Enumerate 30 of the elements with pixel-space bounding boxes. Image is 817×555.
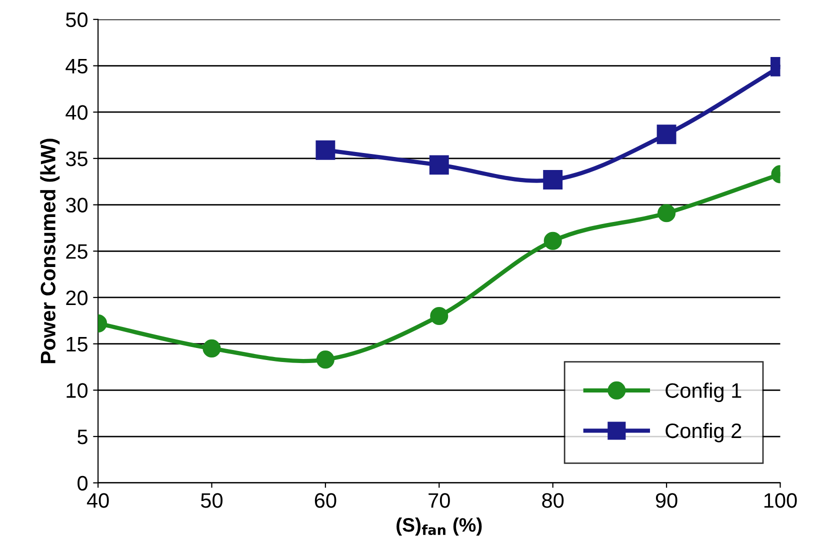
point	[430, 306, 448, 326]
legend-label: Config 2	[666, 422, 742, 442]
x-tick-label: 80	[542, 493, 564, 508]
y-tick-label: 5	[78, 430, 88, 444]
point	[658, 204, 676, 222]
point	[316, 140, 336, 160]
y-tick-label: 25	[66, 244, 88, 259]
x-tick-label: 60	[314, 493, 336, 508]
x-axis-title: (S)$_{fan}$ (%)	[396, 518, 482, 536]
legend-label: Config 1	[666, 382, 742, 402]
x-tick-label: 90	[656, 493, 678, 508]
point	[543, 170, 563, 190]
x-tick-label: 50	[200, 493, 223, 508]
y-tick-label: 45	[66, 58, 88, 74]
point	[656, 124, 676, 144]
y-axis-title: Power Consumed (kW)	[40, 138, 60, 364]
y-tick-label: 35	[66, 151, 88, 166]
y-tick-label: 0	[78, 476, 88, 491]
y-tick-label: 10	[66, 383, 88, 398]
point	[316, 350, 334, 369]
y-tick-label: 20	[66, 290, 88, 306]
x-tick-label: 100	[764, 493, 797, 508]
point	[429, 155, 449, 175]
y-tick-label: 50	[66, 12, 88, 28]
y-tick-label: 30	[66, 198, 88, 213]
point	[544, 232, 562, 250]
y-tick-label: 40	[66, 105, 88, 120]
point	[202, 339, 221, 358]
x-tick-label: 70	[428, 493, 450, 508]
y-tick-label: 15	[66, 337, 88, 352]
